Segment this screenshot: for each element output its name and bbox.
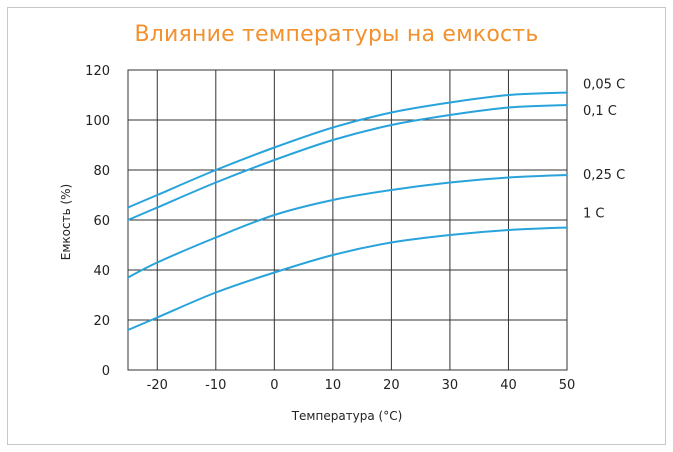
series-line-2 — [127, 104, 568, 221]
y-tick-label: 0 — [102, 364, 110, 379]
y-tick-label: 60 — [93, 214, 110, 229]
series-lines — [127, 91, 568, 331]
series-label-3: 0,25 C — [583, 168, 625, 183]
series-label-2: 0,1 C — [583, 104, 617, 119]
chart-frame — [7, 7, 666, 445]
y-tick-label: 20 — [93, 314, 110, 329]
chart-title: Влияние температуры на емкость — [134, 22, 539, 47]
y-axis-label: Емкость (%) — [59, 184, 73, 260]
x-tick-label: 20 — [383, 378, 400, 393]
x-tick-label: -10 — [205, 378, 226, 393]
x-tick-label: -20 — [147, 378, 168, 393]
x-tick-label: 30 — [442, 378, 459, 393]
x-tick-labels: -20 -10 0 10 20 30 40 50 — [147, 378, 576, 393]
x-tick-label: 10 — [325, 378, 342, 393]
series-label-4: 1 C — [583, 207, 604, 222]
y-tick-label: 100 — [85, 114, 110, 129]
x-axis-label: Температура (°C) — [291, 409, 403, 423]
y-tick-label: 40 — [93, 264, 110, 279]
series-line-1 — [127, 91, 568, 209]
series-label-1: 0,05 C — [583, 78, 625, 93]
x-tick-label: 50 — [559, 378, 576, 393]
x-tick-label: 0 — [270, 378, 278, 393]
series-line-4 — [127, 226, 568, 331]
series-line-3 — [127, 174, 568, 279]
x-tick-label: 40 — [500, 378, 517, 393]
y-tick-label: 80 — [93, 164, 110, 179]
grid — [127, 69, 568, 371]
y-tick-labels: 0 20 40 60 80 100 120 — [85, 64, 110, 379]
y-tick-label: 120 — [85, 64, 110, 79]
series-labels: 0,05 C 0,1 C 0,25 C 1 C — [583, 78, 625, 222]
